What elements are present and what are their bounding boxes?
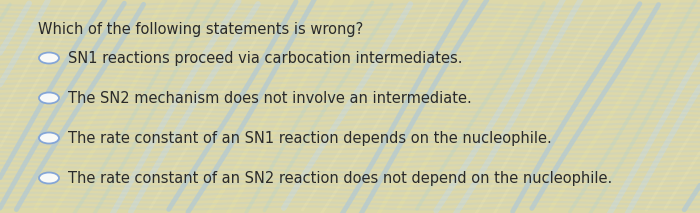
Text: The rate constant of an SN1 reaction depends on the nucleophile.: The rate constant of an SN1 reaction dep… bbox=[68, 131, 552, 145]
Ellipse shape bbox=[39, 52, 59, 63]
Ellipse shape bbox=[42, 94, 53, 100]
Ellipse shape bbox=[42, 134, 53, 140]
Ellipse shape bbox=[42, 54, 53, 60]
Text: Which of the following statements is wrong?: Which of the following statements is wro… bbox=[38, 22, 363, 37]
Ellipse shape bbox=[42, 174, 53, 180]
Ellipse shape bbox=[39, 132, 59, 144]
Ellipse shape bbox=[39, 173, 59, 184]
Text: The rate constant of an SN2 reaction does not depend on the nucleophile.: The rate constant of an SN2 reaction doe… bbox=[68, 170, 612, 186]
Text: SN1 reactions proceed via carbocation intermediates.: SN1 reactions proceed via carbocation in… bbox=[68, 50, 463, 66]
Text: The SN2 mechanism does not involve an intermediate.: The SN2 mechanism does not involve an in… bbox=[68, 91, 472, 105]
Ellipse shape bbox=[39, 92, 59, 104]
